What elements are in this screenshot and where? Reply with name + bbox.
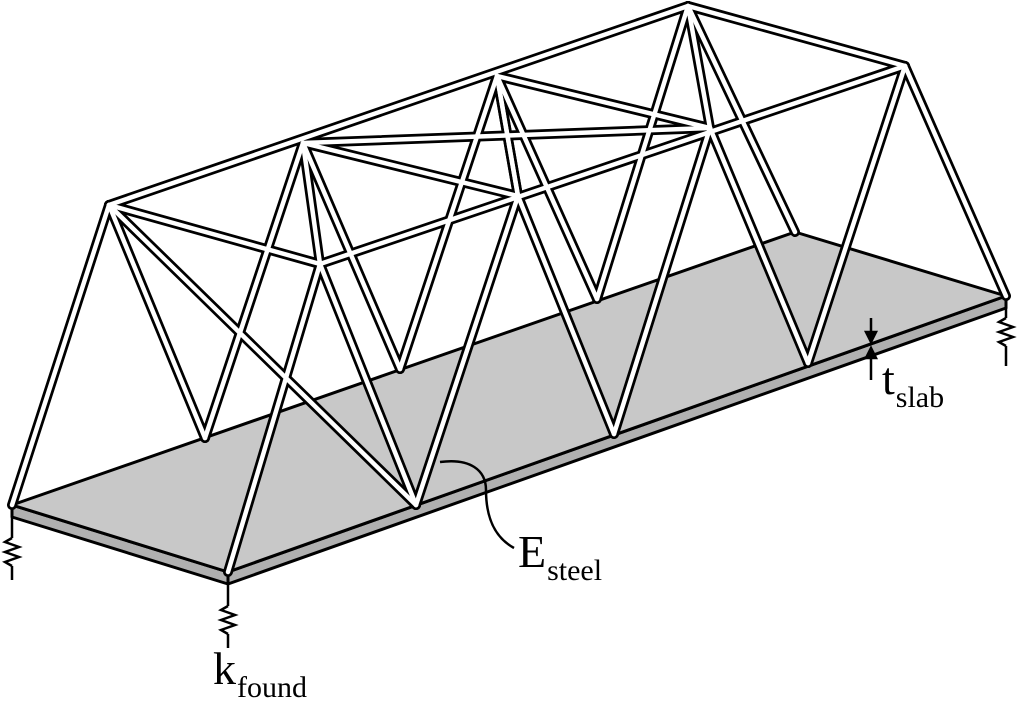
spring-icon	[217, 584, 239, 648]
label-symbol: E	[518, 526, 547, 577]
truss-member	[300, 140, 521, 199]
truss-member	[300, 140, 403, 372]
label-subscript: found	[237, 671, 307, 704]
truss-member	[515, 193, 617, 437]
truss-member	[106, 202, 419, 508]
truss-member	[685, 3, 713, 131]
steel-truss	[7, 1, 1011, 577]
truss-member	[300, 140, 323, 267]
label-subscript: slab	[895, 381, 945, 414]
steel-modulus-label: Esteel	[518, 526, 602, 586]
slab-thickness-label: tslab	[882, 353, 944, 413]
label-symbol: k	[213, 643, 236, 694]
truss-member	[805, 63, 908, 366]
slab-top-face	[10, 230, 1008, 574]
spring-icon	[1, 517, 23, 580]
truss-member	[106, 3, 691, 208]
deck-slab	[10, 230, 1008, 586]
truss-member	[317, 63, 908, 267]
truss-member	[685, 3, 908, 69]
truss-member	[106, 202, 323, 267]
truss-member	[317, 261, 419, 508]
spring-icon	[995, 308, 1017, 366]
truss-member	[225, 261, 323, 575]
thickness-arrow-icon	[863, 318, 879, 380]
truss-member	[494, 73, 713, 131]
truss-member	[707, 125, 811, 366]
foundation-springs	[1, 308, 1017, 648]
truss-member	[902, 63, 1009, 299]
leader-line	[439, 459, 515, 550]
label-subscript: steel	[547, 554, 603, 587]
foundation-stiffness-label: kfound	[213, 643, 307, 703]
truss-member	[413, 193, 521, 508]
label-symbol: t	[882, 353, 895, 404]
truss-member	[494, 73, 521, 199]
truss-member	[202, 140, 306, 441]
truss-member	[106, 202, 208, 441]
truss-member	[9, 202, 112, 508]
truss-member	[611, 125, 713, 437]
